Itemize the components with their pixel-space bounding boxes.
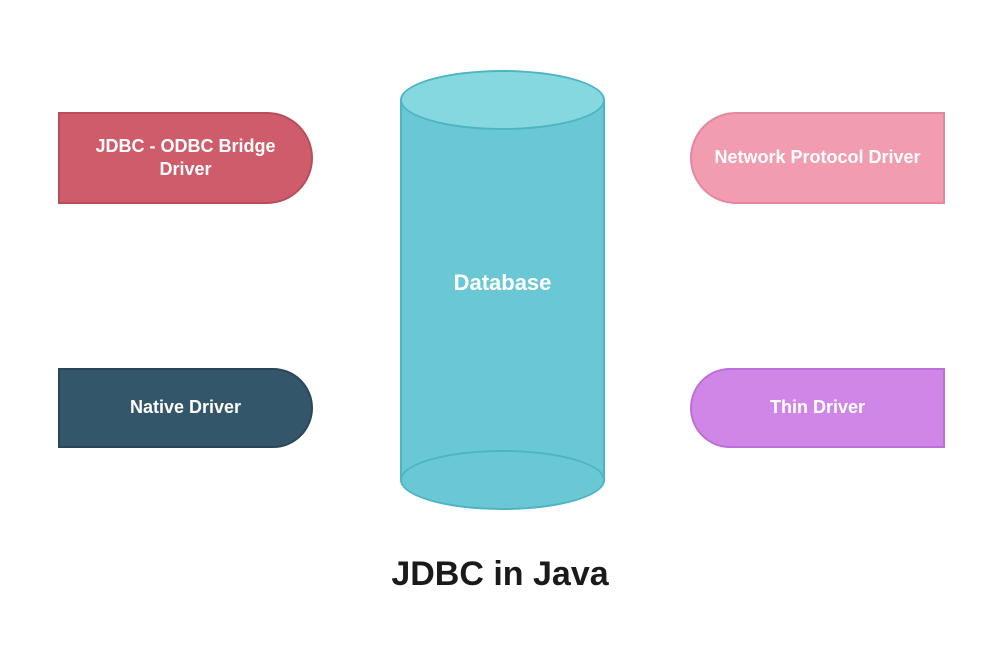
- driver-box-label: Native Driver: [130, 396, 241, 419]
- database-cylinder: Database: [400, 100, 605, 480]
- cylinder-bottom: [400, 450, 605, 510]
- driver-box-network-protocol: Network Protocol Driver: [690, 112, 945, 204]
- driver-box-label: JDBC - ODBC Bridge Driver: [80, 135, 291, 182]
- jdbc-diagram: Database JDBC - ODBC Bridge Driver Native…: [0, 0, 1000, 650]
- driver-box-thin: Thin Driver: [690, 368, 945, 448]
- database-label: Database: [400, 270, 605, 296]
- cylinder-top: [400, 70, 605, 130]
- diagram-title: JDBC in Java: [0, 555, 1000, 594]
- driver-box-label: Thin Driver: [770, 396, 865, 419]
- driver-box-native: Native Driver: [58, 368, 313, 448]
- driver-box-label: Network Protocol Driver: [714, 146, 920, 169]
- driver-box-jdbc-odbc: JDBC - ODBC Bridge Driver: [58, 112, 313, 204]
